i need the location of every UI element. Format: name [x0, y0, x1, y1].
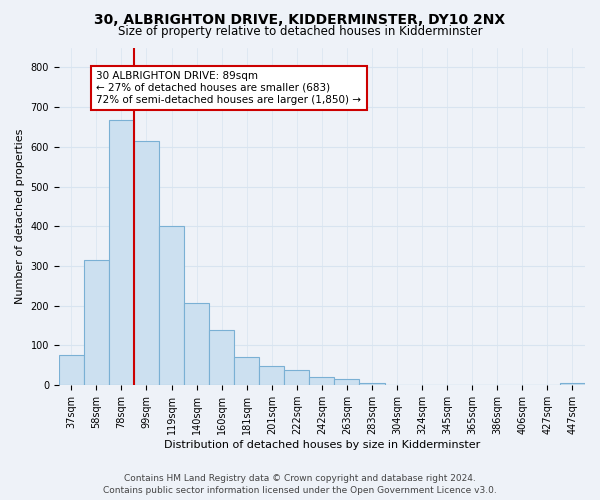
Bar: [284, 370, 310, 385]
Bar: [234, 358, 259, 385]
Bar: [159, 226, 184, 385]
Bar: [59, 356, 84, 385]
Bar: [359, 383, 385, 385]
Text: Size of property relative to detached houses in Kidderminster: Size of property relative to detached ho…: [118, 25, 482, 38]
Text: 30, ALBRIGHTON DRIVE, KIDDERMINSTER, DY10 2NX: 30, ALBRIGHTON DRIVE, KIDDERMINSTER, DY1…: [94, 12, 506, 26]
Bar: [84, 260, 109, 385]
Bar: [184, 303, 209, 385]
X-axis label: Distribution of detached houses by size in Kidderminster: Distribution of detached houses by size …: [164, 440, 480, 450]
Bar: [560, 383, 585, 385]
Bar: [310, 378, 334, 385]
Text: 30 ALBRIGHTON DRIVE: 89sqm
← 27% of detached houses are smaller (683)
72% of sem: 30 ALBRIGHTON DRIVE: 89sqm ← 27% of deta…: [97, 72, 361, 104]
Text: Contains HM Land Registry data © Crown copyright and database right 2024.
Contai: Contains HM Land Registry data © Crown c…: [103, 474, 497, 495]
Bar: [109, 120, 134, 385]
Bar: [334, 380, 359, 385]
Y-axis label: Number of detached properties: Number of detached properties: [15, 128, 25, 304]
Bar: [134, 141, 159, 385]
Bar: [259, 366, 284, 385]
Bar: [209, 330, 234, 385]
